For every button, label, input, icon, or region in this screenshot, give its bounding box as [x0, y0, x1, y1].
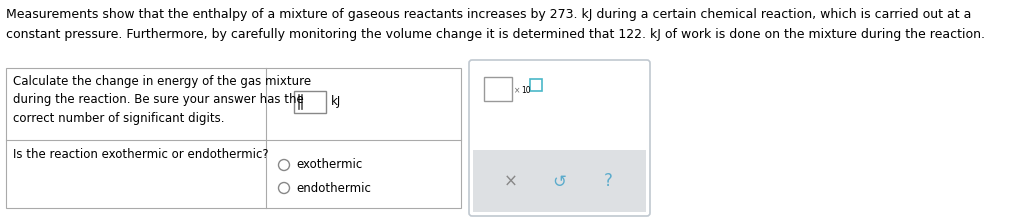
- Text: ×: ×: [514, 86, 521, 95]
- Text: Measurements show that the enthalpy of a mixture of gaseous reactants increases : Measurements show that the enthalpy of a…: [6, 8, 971, 21]
- Bar: [484, 77, 512, 101]
- Text: ↺: ↺: [552, 173, 567, 190]
- Text: exothermic: exothermic: [296, 159, 362, 171]
- Text: Calculate the change in energy of the gas mixture
during the reaction. Be sure y: Calculate the change in energy of the ga…: [13, 75, 311, 125]
- Bar: [473, 150, 646, 212]
- Bar: [294, 91, 326, 113]
- Text: Is the reaction exothermic or endothermic?: Is the reaction exothermic or endothermi…: [13, 148, 269, 161]
- Circle shape: [278, 182, 289, 194]
- Text: endothermic: endothermic: [296, 182, 371, 194]
- Circle shape: [278, 159, 289, 171]
- Bar: [530, 79, 542, 91]
- Text: 10: 10: [521, 86, 531, 95]
- Text: ×: ×: [503, 173, 518, 190]
- Text: ?: ?: [604, 173, 613, 190]
- Text: constant pressure. Furthermore, by carefully monitoring the volume change it is : constant pressure. Furthermore, by caref…: [6, 28, 985, 41]
- Bar: [6, 68, 461, 208]
- FancyBboxPatch shape: [469, 60, 650, 216]
- Text: kJ: kJ: [331, 95, 341, 109]
